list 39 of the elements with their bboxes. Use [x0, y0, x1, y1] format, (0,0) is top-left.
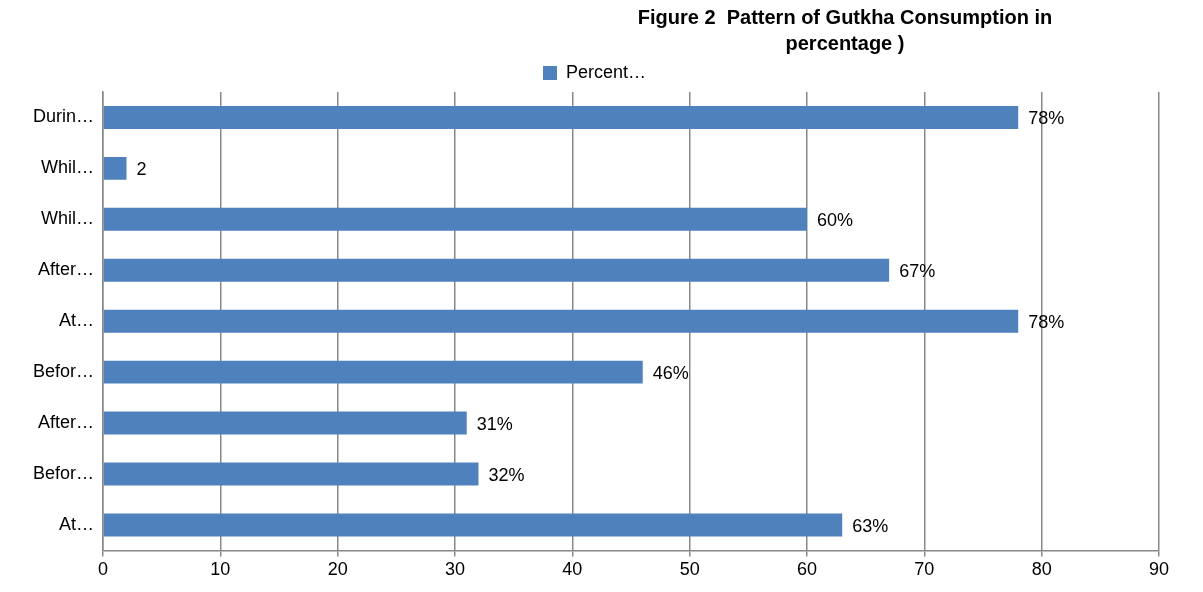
bar: [103, 309, 1019, 333]
bar: [103, 156, 127, 180]
x-tick-label: 10: [210, 559, 231, 580]
bar: [103, 207, 808, 231]
x-tick-label: 50: [679, 559, 700, 580]
x-tick-label: 30: [445, 559, 466, 580]
y-tick-label: Whil…: [41, 208, 95, 229]
x-tick-label: 40: [562, 559, 583, 580]
data-label: 67%: [899, 261, 936, 282]
data-label: 32%: [488, 464, 525, 485]
y-tick-label: At…: [59, 513, 95, 534]
bar: [103, 106, 1019, 129]
data-label: 60%: [817, 210, 854, 231]
data-label: 63%: [852, 515, 889, 536]
bar: [103, 411, 467, 435]
bar: [103, 360, 643, 384]
x-tick-label: 70: [914, 559, 935, 580]
y-tick-label: Befor…: [32, 462, 95, 483]
data-label: 46%: [652, 363, 689, 384]
x-tick-label: 60: [796, 559, 818, 580]
chart-title: Figure 2 Pattern of Gutkha Consumption in percentage ): [637, 5, 1053, 54]
x-tick-label: 0: [98, 559, 109, 580]
bar: [103, 513, 843, 537]
bar: [103, 258, 890, 282]
bar: [103, 462, 479, 486]
data-label: 2: [136, 159, 147, 180]
data-label: 78%: [1028, 108, 1065, 129]
y-tick-label: After…: [38, 412, 95, 433]
y-tick-label: Whil…: [41, 157, 95, 178]
y-tick-label: Befor…: [32, 361, 95, 382]
x-tick-label: 90: [1148, 559, 1170, 580]
y-tick-label: After…: [38, 259, 95, 280]
x-tick-label: 80: [1031, 559, 1052, 580]
data-label: 78%: [1028, 312, 1065, 333]
data-label: 31%: [476, 414, 513, 435]
y-tick-label: At…: [59, 310, 95, 331]
legend-label: Percent…: [565, 61, 647, 82]
x-tick-label: 20: [327, 559, 348, 580]
y-tick-label: Durin…: [33, 106, 95, 127]
